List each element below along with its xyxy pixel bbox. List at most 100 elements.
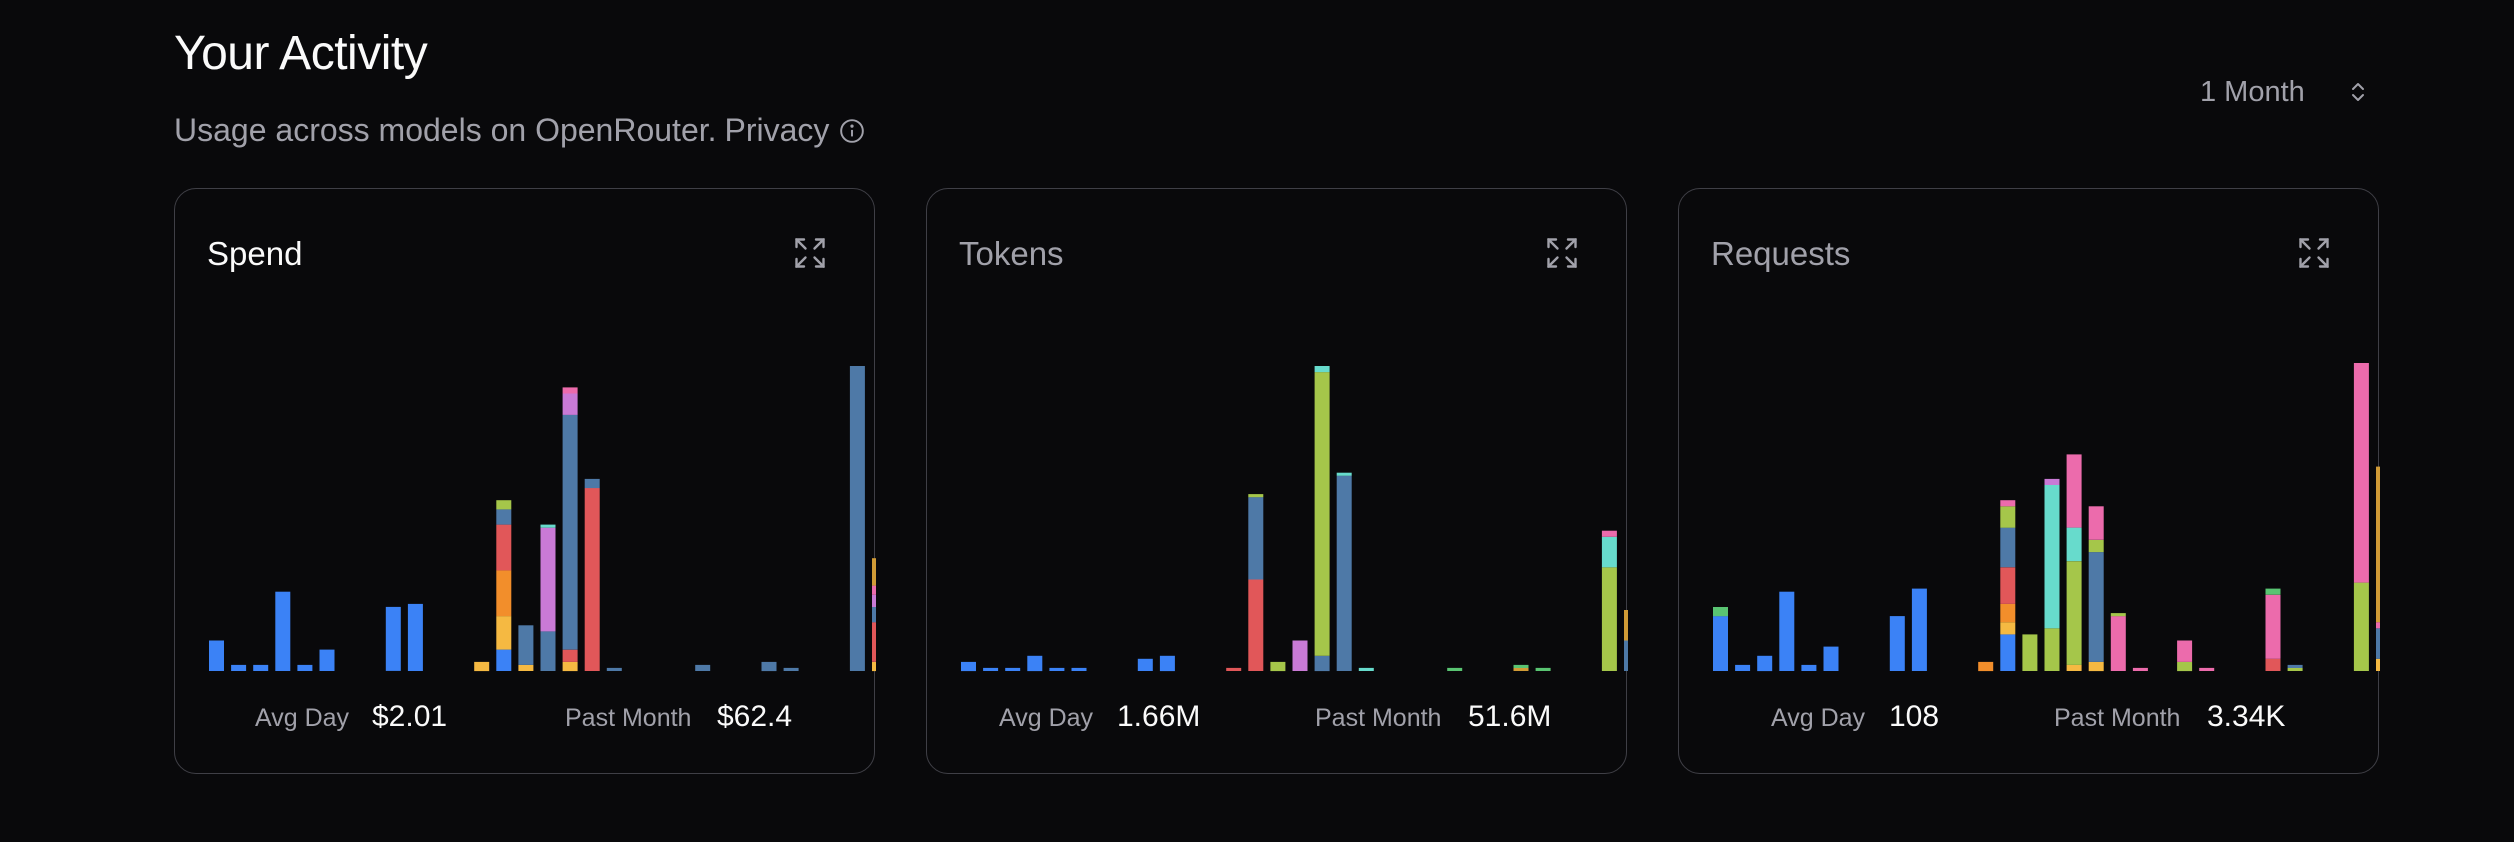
bar-segment[interactable] xyxy=(1513,667,1529,671)
bar-segment[interactable] xyxy=(2000,567,2016,604)
bar-segment[interactable] xyxy=(1248,579,1264,672)
bar-segment[interactable] xyxy=(961,661,976,672)
expand-icon[interactable] xyxy=(2296,235,2332,271)
bar-segment[interactable] xyxy=(2353,582,2369,671)
bar-segment[interactable] xyxy=(2376,622,2380,629)
bar-segment[interactable] xyxy=(2088,539,2104,553)
bar-segment[interactable] xyxy=(562,649,578,662)
bar-segment[interactable] xyxy=(2177,661,2193,672)
bar-segment[interactable] xyxy=(385,606,401,671)
bar-segment[interactable] xyxy=(518,625,534,665)
bar-segment[interactable] xyxy=(1358,667,1374,671)
bar-segment[interactable] xyxy=(1757,655,1773,672)
bar-segment[interactable] xyxy=(1226,667,1242,671)
bar-segment[interactable] xyxy=(209,640,224,672)
bar-segment[interactable] xyxy=(297,664,313,671)
bar-segment[interactable] xyxy=(783,667,799,671)
bar-segment[interactable] xyxy=(849,366,865,671)
bar-segment[interactable] xyxy=(2287,664,2303,668)
bar-segment[interactable] xyxy=(496,570,512,617)
bar-segment[interactable] xyxy=(761,661,777,672)
bar-segment[interactable] xyxy=(2265,594,2281,659)
bar-segment[interactable] xyxy=(1336,475,1352,671)
bar-segment[interactable] xyxy=(253,664,269,671)
bar-segment[interactable] xyxy=(606,667,622,671)
bar-segment[interactable] xyxy=(2000,634,2016,671)
bar-segment[interactable] xyxy=(2066,527,2082,562)
bar-segment[interactable] xyxy=(2265,658,2281,671)
bar-segment[interactable] xyxy=(1137,658,1153,671)
expand-icon[interactable] xyxy=(1544,235,1580,271)
bar-segment[interactable] xyxy=(1314,366,1330,373)
bar-segment[interactable] xyxy=(2000,527,2016,568)
bar-segment[interactable] xyxy=(872,607,876,623)
bar-segment[interactable] xyxy=(1713,616,1728,671)
bar-segment[interactable] xyxy=(496,509,512,525)
bar-segment[interactable] xyxy=(2376,466,2380,623)
bar-segment[interactable] xyxy=(518,664,534,671)
bar-segment[interactable] xyxy=(2044,628,2060,671)
bar-segment[interactable] xyxy=(2000,622,2016,635)
bar-segment[interactable] xyxy=(1735,664,1751,671)
bar-segment[interactable] xyxy=(562,661,578,672)
bar-segment[interactable] xyxy=(2066,561,2082,665)
bar-segment[interactable] xyxy=(2000,603,2016,623)
bar-segment[interactable] xyxy=(1889,616,1905,671)
bar-segment[interactable] xyxy=(319,649,335,671)
bar-segment[interactable] xyxy=(2376,658,2380,671)
bar-segment[interactable] xyxy=(2110,616,2126,671)
bar-segment[interactable] xyxy=(1823,646,1839,671)
bar-segment[interactable] xyxy=(2287,667,2303,671)
bar-segment[interactable] xyxy=(2132,667,2148,671)
bar-segment[interactable] xyxy=(2000,500,2016,507)
bar-segment[interactable] xyxy=(1027,655,1043,672)
bar-segment[interactable] xyxy=(1601,567,1617,671)
bar-segment[interactable] xyxy=(2110,613,2126,617)
info-icon[interactable] xyxy=(839,118,865,144)
bar-segment[interactable] xyxy=(1314,655,1330,672)
bar-segment[interactable] xyxy=(1624,610,1628,641)
bar-segment[interactable] xyxy=(2000,506,2016,528)
bar-segment[interactable] xyxy=(540,631,556,671)
bar-segment[interactable] xyxy=(496,649,512,671)
bar-segment[interactable] xyxy=(231,664,247,671)
bar-segment[interactable] xyxy=(1779,591,1795,671)
bar-segment[interactable] xyxy=(2088,506,2104,540)
bar-segment[interactable] xyxy=(1801,664,1817,671)
bar-segment[interactable] xyxy=(872,558,876,586)
bar-segment[interactable] xyxy=(2066,454,2082,528)
bar-segment[interactable] xyxy=(2177,640,2193,662)
bar-segment[interactable] xyxy=(872,594,876,607)
bar-segment[interactable] xyxy=(2066,664,2082,671)
bar-segment[interactable] xyxy=(562,393,578,415)
bar-segment[interactable] xyxy=(407,603,423,671)
bar-segment[interactable] xyxy=(872,585,876,595)
bar-segment[interactable] xyxy=(1513,664,1529,668)
bar-segment[interactable] xyxy=(1292,640,1308,672)
bar-segment[interactable] xyxy=(496,616,512,650)
bar-segment[interactable] xyxy=(562,414,578,650)
bar-segment[interactable] xyxy=(2088,552,2104,662)
bar-segment[interactable] xyxy=(1601,530,1617,537)
bar-segment[interactable] xyxy=(496,500,512,510)
bar-segment[interactable] xyxy=(2044,485,2060,629)
bar-segment[interactable] xyxy=(1624,640,1628,672)
bar-segment[interactable] xyxy=(1270,661,1286,672)
bar-segment[interactable] xyxy=(1248,494,1264,498)
bar-segment[interactable] xyxy=(562,387,578,394)
bar-segment[interactable] xyxy=(1336,472,1352,476)
bar-segment[interactable] xyxy=(584,478,600,489)
expand-icon[interactable] xyxy=(792,235,828,271)
bar-segment[interactable] xyxy=(1071,667,1087,671)
bar-segment[interactable] xyxy=(496,524,512,571)
bar-segment[interactable] xyxy=(1049,667,1065,671)
bar-segment[interactable] xyxy=(2265,588,2281,595)
bar-segment[interactable] xyxy=(2199,667,2215,671)
bar-segment[interactable] xyxy=(2088,661,2104,672)
bar-segment[interactable] xyxy=(695,664,711,671)
bar-segment[interactable] xyxy=(1713,607,1728,617)
bar-segment[interactable] xyxy=(2376,628,2380,659)
bar-segment[interactable] xyxy=(2353,363,2369,583)
bar-segment[interactable] xyxy=(2044,478,2060,485)
bar-segment[interactable] xyxy=(1911,588,1927,671)
